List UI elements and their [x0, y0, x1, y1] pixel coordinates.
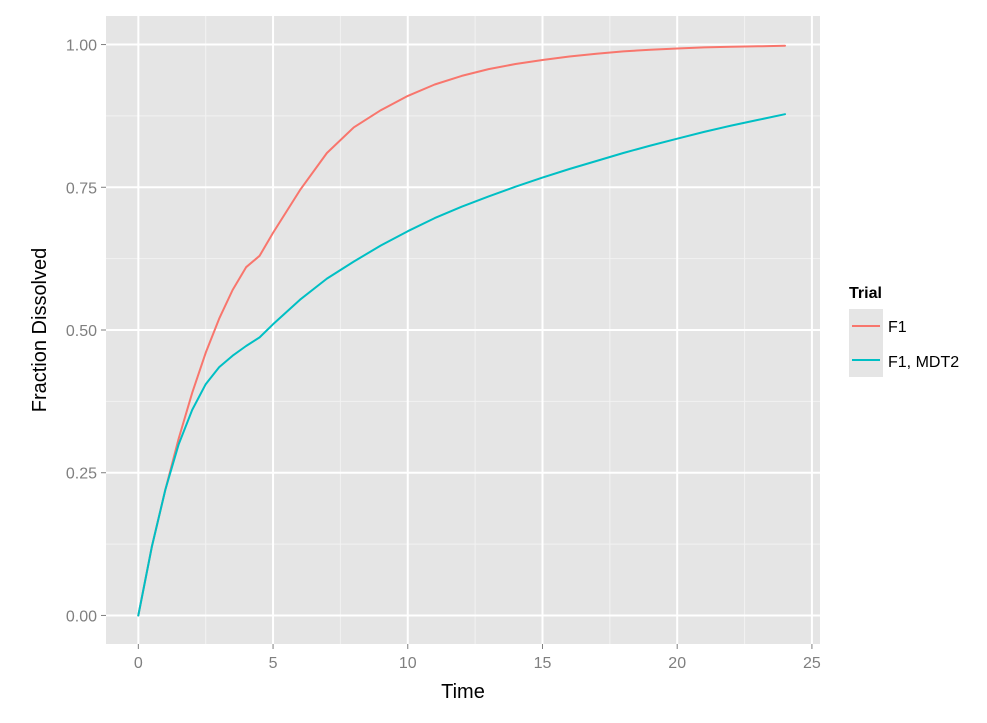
y-tick-label: 1.00 — [66, 38, 97, 55]
y-tick-label: 0.75 — [66, 180, 97, 197]
legend-label-f1: F1 — [888, 319, 907, 336]
x-tick-label: 25 — [803, 655, 821, 672]
legend-item-f1-mdt2: F1, MDT2 — [849, 343, 959, 377]
y-tick-label: 0.50 — [66, 323, 97, 340]
y-axis: 0.00 0.25 0.50 0.75 1.00 — [66, 38, 106, 625]
x-tick-label: 20 — [668, 655, 686, 672]
x-tick-label: 5 — [269, 655, 278, 672]
x-axis: 0 5 10 15 20 25 — [134, 644, 821, 672]
series-line-f1-mdt2 — [137, 113, 786, 617]
series-line-f1 — [137, 44, 786, 617]
y-axis-title: Fraction Dissolved — [29, 248, 51, 413]
y-tick-label: 0.00 — [66, 608, 97, 625]
legend-label-f1-mdt2: F1, MDT2 — [888, 354, 959, 371]
y-tick-label: 0.25 — [66, 466, 97, 483]
x-tick-label: 0 — [134, 655, 143, 672]
x-tick-label: 10 — [399, 655, 417, 672]
x-tick-label: 15 — [534, 655, 552, 672]
grid-major — [106, 16, 820, 644]
legend-title: Trial — [849, 285, 882, 302]
legend-item-f1: F1 — [849, 309, 907, 343]
series-layer — [137, 44, 786, 617]
legend: Trial F1 F1, MDT2 — [849, 285, 959, 377]
x-axis-title: Time — [441, 681, 485, 703]
